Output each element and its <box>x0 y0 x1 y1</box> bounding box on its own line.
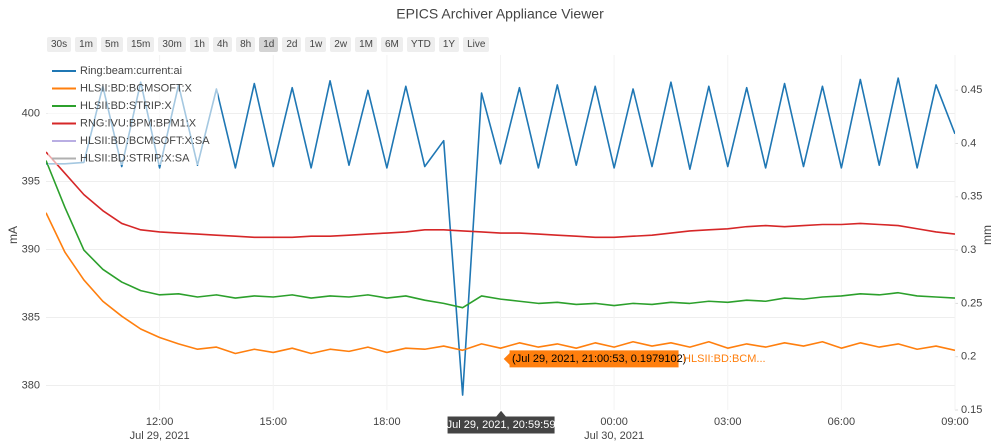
series-line <box>46 77 955 396</box>
hover-label: (Jul 29, 2021, 21:00:53, 0.1979102)HLSII… <box>502 349 766 369</box>
series-line <box>46 212 955 355</box>
series-line <box>46 151 955 239</box>
plot-area <box>46 77 955 396</box>
y2-axis-title: mm <box>980 225 994 245</box>
hover-x-label: Jul 29, 2021, 20:59:59 <box>446 409 556 435</box>
range-button[interactable]: 1h <box>189 37 209 52</box>
y-tick-label: 385 <box>22 311 40 323</box>
legend-label: HLSII:BD:BCMSOFT:X <box>80 82 193 94</box>
range-button[interactable]: YTD <box>406 37 435 52</box>
range-button[interactable]: 2w <box>330 37 352 52</box>
y2-tick-label: 0.15 <box>961 404 982 416</box>
range-button[interactable]: 1d <box>259 37 279 52</box>
range-button[interactable]: 30s <box>47 37 72 52</box>
y-tick-label: 400 <box>22 107 40 119</box>
legend-label: RNG:IVU:BPM:BPM1:X <box>80 117 197 129</box>
legend-label: HLSII:BD:BCMSOFT:X:SA <box>80 135 210 147</box>
x-tick-label: 06:00 <box>828 416 856 428</box>
hover-box <box>502 349 680 369</box>
chart-title: EPICS Archiver Appliance Viewer <box>396 6 604 22</box>
y2-tick-label: 0.25 <box>961 297 982 309</box>
legend-label: HLSII:BD:STRIP:X <box>80 100 172 112</box>
y-tick-label: 390 <box>22 243 40 255</box>
y-axis-title: mA <box>6 226 20 244</box>
range-selector: 30s 1m 5m 15m 30m 1h 4h 8h 1d 2d 1w 2w 1M 6M YTD 1Y Live <box>47 37 490 52</box>
x-tick-label: 03:00 <box>714 416 742 428</box>
range-button[interactable]: 5m <box>101 37 123 52</box>
x-tick-label: 09:00 <box>941 416 969 428</box>
range-button[interactable]: Live <box>463 37 490 52</box>
range-button[interactable]: 15m <box>126 37 155 52</box>
hover-series: HLSII:BD:BCM... <box>683 353 766 365</box>
range-button[interactable]: 1Y <box>438 37 460 52</box>
range-button[interactable]: 8h <box>236 37 256 52</box>
y-tick-label: 395 <box>22 175 40 187</box>
x-tick-label: 15:00 <box>259 416 287 428</box>
y-tick-label: 380 <box>22 379 40 391</box>
legend-bg <box>48 61 218 165</box>
legend: Ring:beam:current:ai HLSII:BD:BCMSOFT:X HL… <box>48 61 218 165</box>
x-tick-label: 00:00 Jul 30, 2021 <box>584 416 644 442</box>
range-button[interactable]: 6M <box>380 37 403 52</box>
hover-text: (Jul 29, 2021, 21:00:53, 0.1979102) <box>512 353 686 365</box>
range-button[interactable]: 2d <box>282 37 302 52</box>
hover-x-box <box>446 409 556 435</box>
y2-tick-label: 0.35 <box>961 191 982 203</box>
x-tick-label: 12:00 Jul 29, 2021 <box>130 416 190 442</box>
range-button[interactable]: 1M <box>355 37 377 52</box>
legend-label: HLSII:BD:STRIP:X:SA <box>80 152 190 164</box>
x-tick-label: 18:00 <box>373 416 401 428</box>
range-button[interactable]: 30m <box>158 37 186 52</box>
y2-tick-label: 0.2 <box>961 351 976 363</box>
y2-tick-label: 0.4 <box>961 137 976 149</box>
series-line <box>46 160 955 309</box>
range-button[interactable]: 4h <box>212 37 233 52</box>
legend-label: Ring:beam:current:ai <box>80 65 182 77</box>
range-button[interactable]: 1m <box>75 37 98 52</box>
y2-tick-label: 0.3 <box>961 244 976 256</box>
y2-tick-label: 0.45 <box>961 84 982 96</box>
hover-x-text: Jul 29, 2021, 20:59:59 <box>447 419 556 431</box>
range-button[interactable]: 1w <box>305 37 327 52</box>
